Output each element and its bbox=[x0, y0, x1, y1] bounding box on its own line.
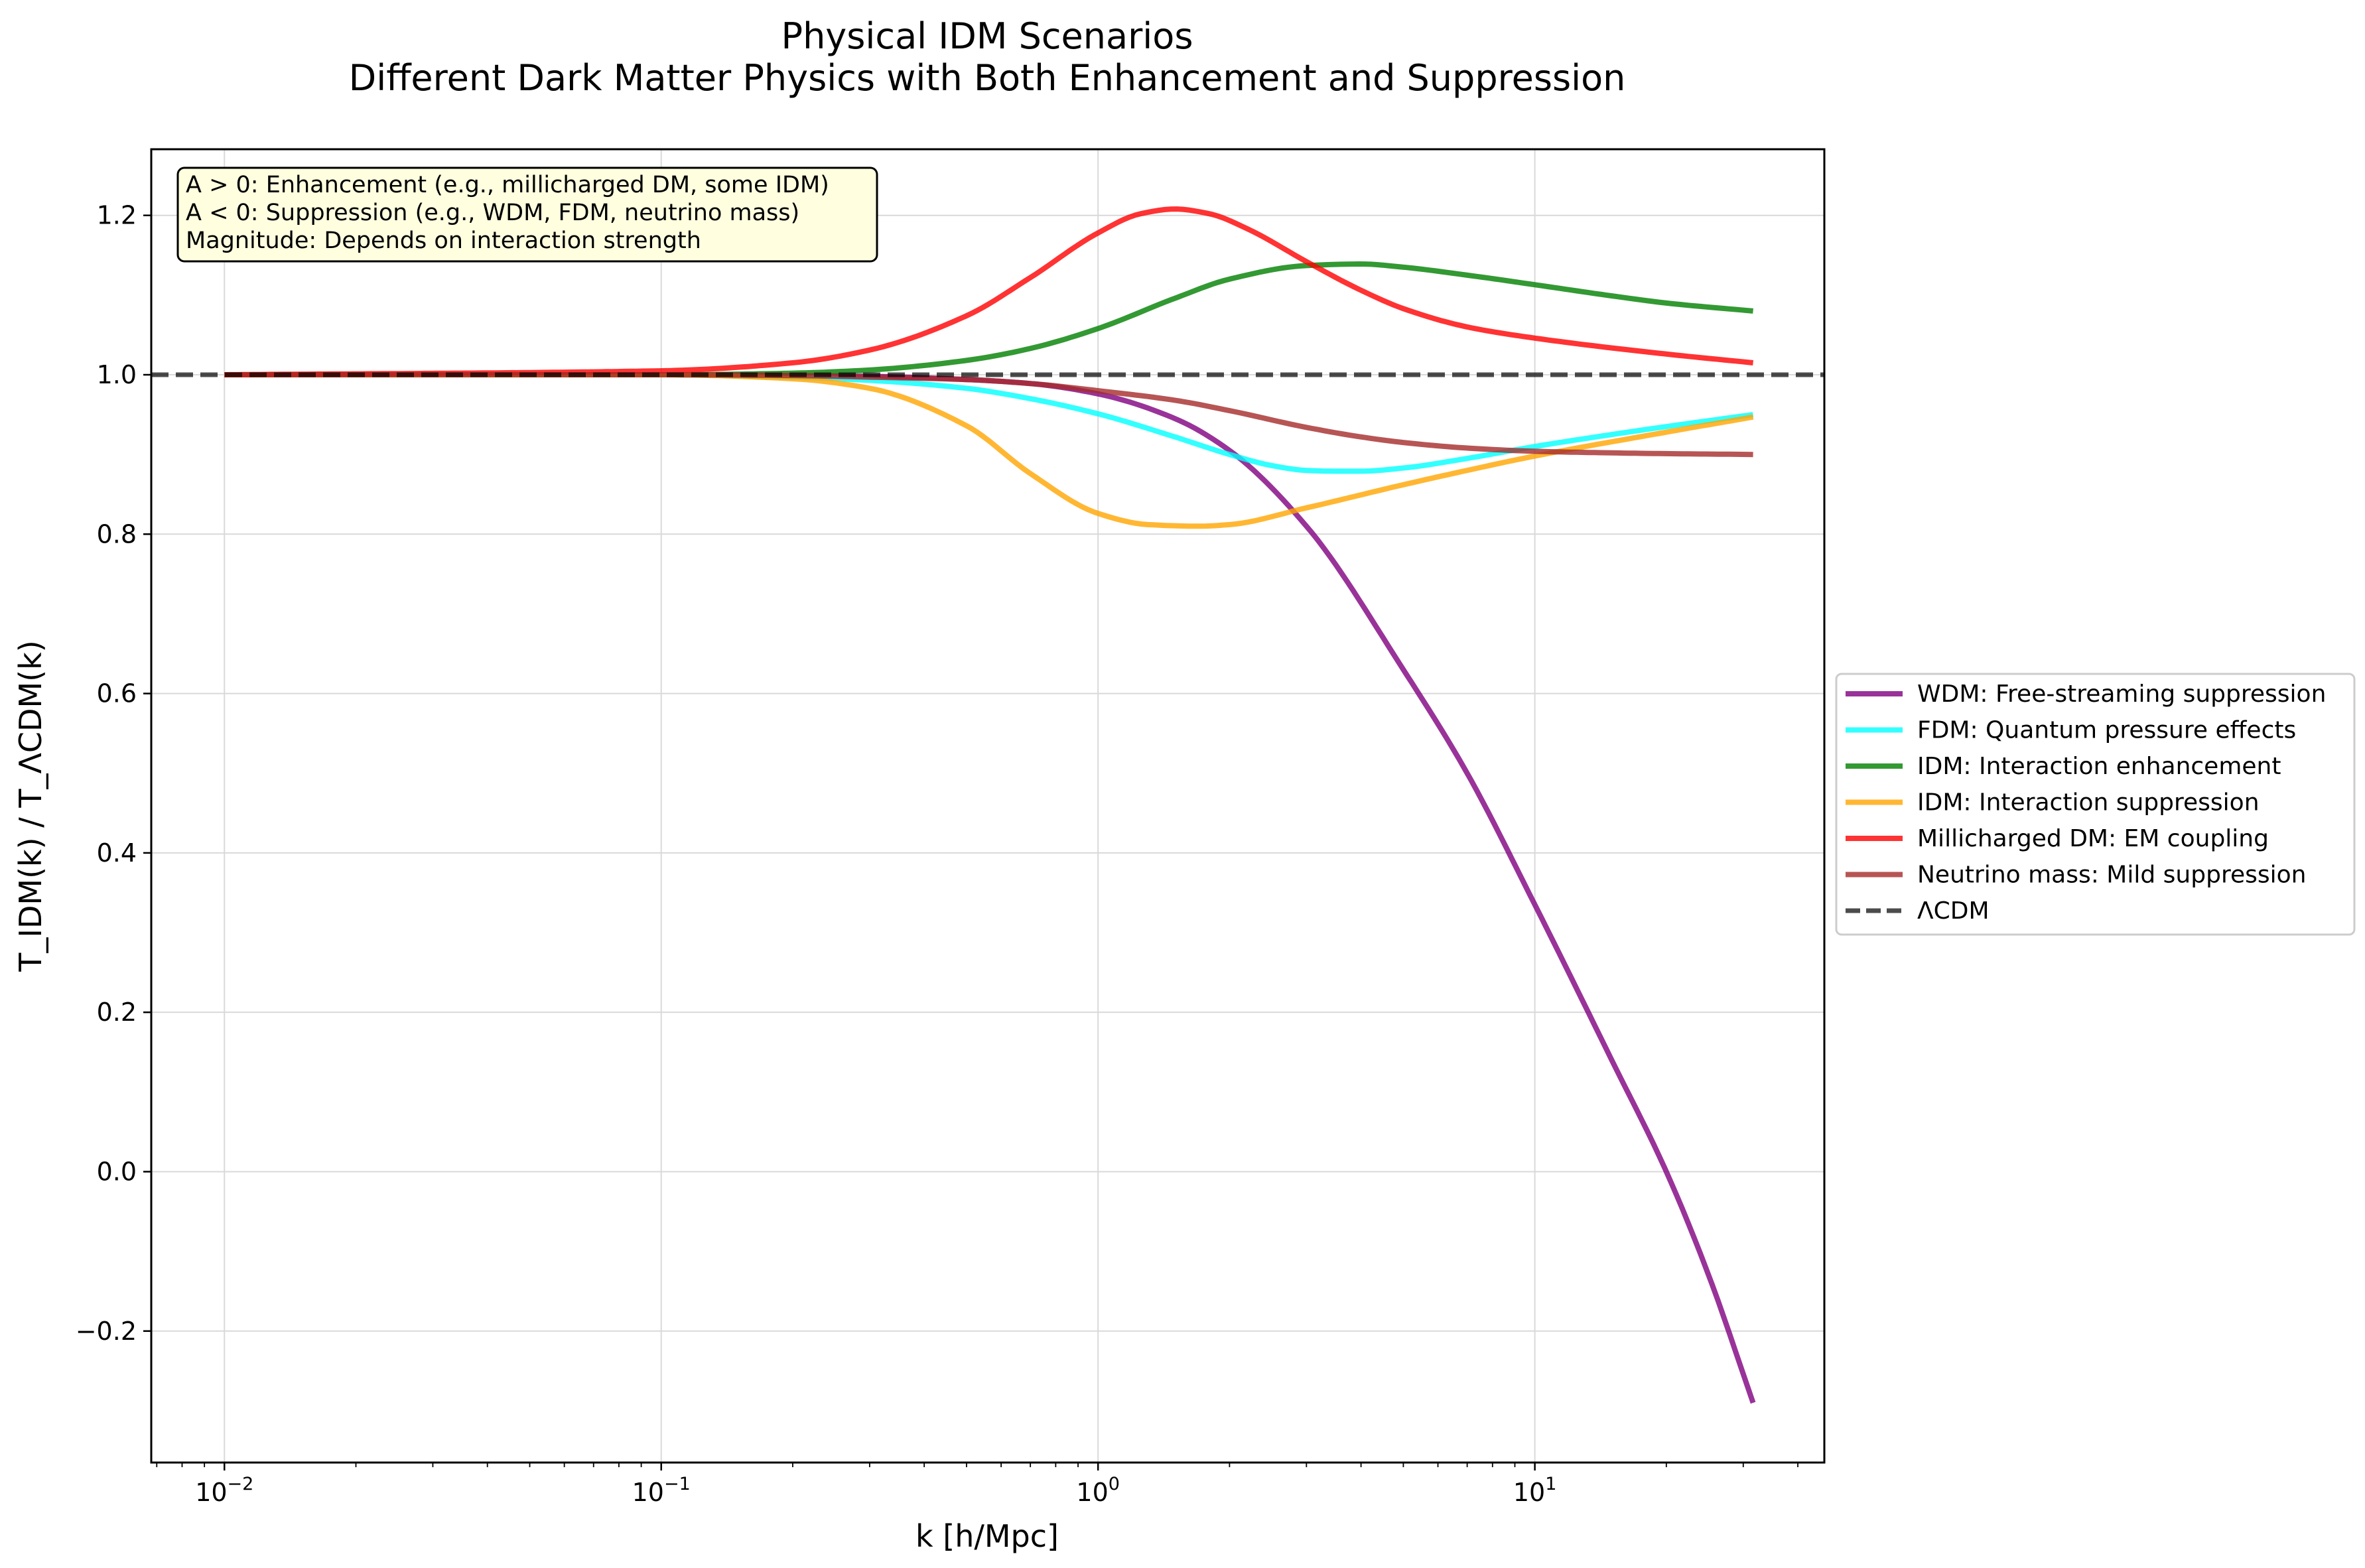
legend-label: IDM: Interaction suppression bbox=[1917, 789, 2260, 817]
legend: WDM: Free-streaming suppression FDM: Quan… bbox=[1835, 673, 2356, 936]
legend-item: ΛCDM bbox=[1846, 897, 1990, 925]
legend-item: Millicharged DM: EM coupling bbox=[1846, 825, 2269, 852]
legend-item: IDM: Interaction enhancement bbox=[1846, 753, 2281, 780]
x-axis-label: k [h/Mpc] bbox=[915, 1518, 1059, 1554]
y-tick-label: −0.2 bbox=[76, 1317, 137, 1346]
legend-item: FDM: Quantum pressure effects bbox=[1846, 717, 2296, 744]
chart-subtitle: Different Dark Matter Physics with Both … bbox=[349, 57, 1626, 99]
legend-items: WDM: Free-streaming suppression FDM: Quan… bbox=[1846, 681, 2326, 925]
y-axis-label: T_IDM(k) / T_ΛCDM(k) bbox=[13, 640, 48, 972]
legend-label: IDM: Interaction enhancement bbox=[1917, 753, 2281, 780]
y-tick-label: 0.8 bbox=[97, 519, 137, 549]
y-tick-label: 0.4 bbox=[97, 838, 137, 868]
legend-frame bbox=[1835, 673, 2356, 936]
plot-frame bbox=[150, 148, 1826, 1464]
x-tick-label: 10−2 bbox=[195, 1474, 253, 1507]
x-tick-label: 100 bbox=[1076, 1474, 1120, 1507]
x-axis-ticks: 10−2 10−1 100 101 bbox=[156, 1463, 1798, 1507]
y-tick-label: 0.2 bbox=[97, 998, 137, 1027]
annotation-line: A > 0: Enhancement (e.g., millicharged D… bbox=[186, 172, 829, 198]
annotation-line: A < 0: Suppression (e.g., WDM, FDM, neut… bbox=[186, 200, 799, 226]
legend-label: Neutrino mass: Mild suppression bbox=[1917, 862, 2306, 889]
y-tick-label: 1.2 bbox=[97, 201, 137, 230]
x-tick-label: 101 bbox=[1513, 1474, 1557, 1507]
x-tick-label: 10−1 bbox=[632, 1474, 691, 1507]
series-lines bbox=[151, 206, 1824, 1404]
legend-label: FDM: Quantum pressure effects bbox=[1917, 717, 2296, 744]
annotation-frame bbox=[176, 166, 878, 263]
legend-item: Neutrino mass: Mild suppression bbox=[1846, 862, 2306, 889]
y-tick-label: 0.0 bbox=[97, 1157, 137, 1186]
y-axis-ticks: −0.2 0.0 0.2 0.4 0.6 0.8 1.0 1.2 bbox=[76, 201, 151, 1346]
legend-item: WDM: Free-streaming suppression bbox=[1846, 681, 2326, 708]
legend-item: IDM: Interaction suppression bbox=[1846, 789, 2260, 817]
legend-label: Millicharged DM: EM coupling bbox=[1917, 825, 2269, 852]
legend-label: WDM: Free-streaming suppression bbox=[1917, 681, 2326, 708]
annotation-box: A > 0: Enhancement (e.g., millicharged D… bbox=[176, 166, 878, 263]
legend-label: ΛCDM bbox=[1917, 897, 1990, 925]
chart-title: Physical IDM Scenarios bbox=[781, 15, 1193, 57]
annotation-line: Magnitude: Depends on interaction streng… bbox=[186, 228, 701, 254]
y-tick-label: 0.6 bbox=[97, 679, 137, 708]
y-tick-label: 1.0 bbox=[97, 360, 137, 389]
